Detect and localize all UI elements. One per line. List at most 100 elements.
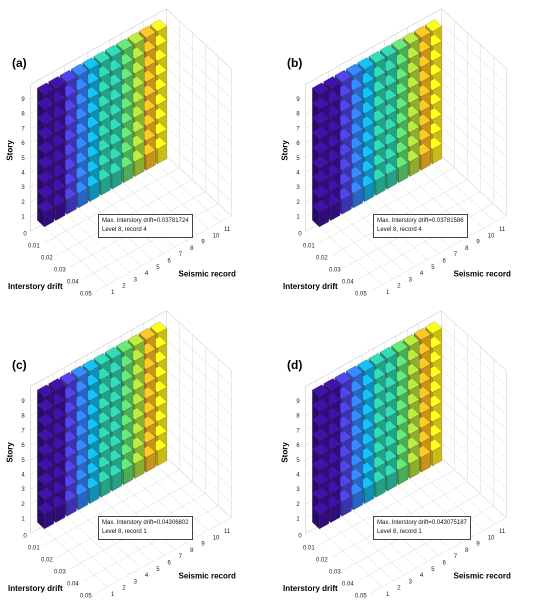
y-tick-label: 0 <box>23 533 27 539</box>
panel-label-c: (c) <box>12 358 27 372</box>
annotation-line-2: Level 8, record 4 <box>102 227 147 233</box>
panel-label-a: (a) <box>12 56 27 70</box>
x-tick-label: 6 <box>168 259 172 265</box>
annotation-box-a: Max. Interstory drift=0.03781724 Level 8… <box>98 214 193 238</box>
z-tick-label: 1 <box>296 517 300 523</box>
bar <box>37 502 55 530</box>
bars <box>37 19 168 228</box>
x-tick-label: 6 <box>168 561 172 567</box>
z-tick-label: 7 <box>296 126 300 132</box>
x-tick-label: 1 <box>386 290 390 296</box>
y-tick-label: 0.04 <box>342 279 354 285</box>
y-tick-label: 0.04 <box>67 581 79 587</box>
x-tick-label: 7 <box>454 554 458 560</box>
y-tick-label: 0.03 <box>329 569 341 575</box>
z-tick-label: 2 <box>21 502 25 508</box>
y-tick-label: 0.02 <box>41 255 53 261</box>
x-axis-title: Seismic record <box>454 572 511 581</box>
bars <box>312 19 443 228</box>
y-tick-label: 0.04 <box>67 279 79 285</box>
x-tick-label: 11 <box>224 529 231 535</box>
z-tick-label: 6 <box>296 443 300 449</box>
x-axis-title: Seismic record <box>179 572 236 581</box>
x-tick-label: 5 <box>431 265 435 271</box>
x-tick-label: 6 <box>443 561 447 567</box>
ticks: 1 2 3 4 5 6 7 8 9 00.010.020.030.040.05 1 2 3 4 5 6 7 8 9 1… <box>21 97 231 297</box>
x-tick-label: 8 <box>190 246 194 252</box>
x-axis-title: Seismic record <box>454 270 511 279</box>
annotation-box-b: Max. Interstory drift=0.03781586 Level 8… <box>373 214 468 238</box>
x-tick-label: 4 <box>420 271 424 277</box>
z-tick-label: 9 <box>296 97 300 103</box>
x-tick-label: 7 <box>179 554 183 560</box>
ticks: 1 2 3 4 5 6 7 8 9 00.010.020.030.040.05 1 2 3 4 5 6 7 8 9 1… <box>296 399 506 599</box>
x-tick-label: 10 <box>213 535 220 541</box>
x-tick-label: 8 <box>465 548 469 554</box>
y-axis-title: Interstory drift <box>8 584 63 593</box>
x-tick-label: 10 <box>488 233 495 239</box>
x-tick-label: 2 <box>397 586 401 592</box>
x-tick-label: 5 <box>156 265 160 271</box>
bars <box>312 321 443 530</box>
z-tick-label: 5 <box>296 156 300 162</box>
x-tick-label: 9 <box>201 542 205 548</box>
panel-label-b: (b) <box>287 56 303 70</box>
panel-b: 1 2 3 4 5 6 7 8 9 0 0.01 0.02 0.03 0.04 0.05 1 2 3 4 5 6 7 8 9 1… <box>275 0 550 302</box>
z-tick-label: 5 <box>296 458 300 464</box>
bar <box>312 502 330 530</box>
z-tick-label: 9 <box>21 97 25 103</box>
z-tick-label: 7 <box>296 428 300 434</box>
x-tick-label: 11 <box>499 227 506 233</box>
z-axis-title: Story <box>281 442 290 463</box>
annotation-line-2: Level 8, record 4 <box>377 227 422 233</box>
annotation-line-2: Level 8, record 1 <box>102 529 147 535</box>
annotation-line-1: Max. Interstory drift=0.03781586 <box>377 218 464 224</box>
z-tick-label: 3 <box>21 487 25 493</box>
x-tick-label: 9 <box>476 240 480 246</box>
x-tick-label: 3 <box>134 277 138 283</box>
y-tick-label: 0.04 <box>342 581 354 587</box>
y-axis-title: Interstory drift <box>283 282 338 291</box>
x-tick-label: 9 <box>201 240 205 246</box>
y-tick-label: 0.05 <box>80 593 92 599</box>
y-axis-title: Interstory drift <box>283 584 338 593</box>
x-tick-label: 5 <box>431 567 435 573</box>
y-tick-label: 0.01 <box>303 243 315 249</box>
chart-b: 1 2 3 4 5 6 7 8 9 00.010.020.030.040.05 1 2 3 4 5 6 7 8 9 1… <box>281 8 511 297</box>
x-tick-label: 3 <box>134 579 138 585</box>
z-tick-label: 8 <box>21 112 25 118</box>
z-tick-label: 5 <box>21 458 25 464</box>
x-tick-label: 2 <box>397 284 401 290</box>
x-tick-label: 5 <box>156 567 160 573</box>
x-tick-label: 11 <box>499 529 506 535</box>
z-tick-label: 5 <box>21 156 25 162</box>
z-tick-label: 2 <box>296 200 300 206</box>
z-tick-label: 3 <box>296 487 300 493</box>
y-tick-label: 0.05 <box>355 291 367 297</box>
y-tick-label: 0 <box>298 533 302 539</box>
z-tick-label: 3 <box>21 185 25 191</box>
y-tick-label: 0.05 <box>355 593 367 599</box>
panel-c: 1 2 3 4 5 6 7 8 9 0 0.01 0.02 0.03 0.04 0.05 1 2 3 4 5 6 7 8 9 1… <box>0 302 275 604</box>
x-tick-label: 3 <box>409 579 413 585</box>
y-tick-label: 0.02 <box>316 557 328 563</box>
annotation-box-d: Max. Interstory drift=0.043075187 Level … <box>373 516 471 540</box>
x-tick-label: 8 <box>190 548 194 554</box>
z-tick-label: 7 <box>21 428 25 434</box>
bar <box>312 200 330 228</box>
x-tick-label: 2 <box>122 284 126 290</box>
y-tick-label: 0.01 <box>28 545 40 551</box>
x-tick-label: 6 <box>443 259 447 265</box>
z-tick-label: 4 <box>296 171 300 177</box>
x-tick-label: 7 <box>179 252 183 258</box>
z-tick-label: 8 <box>296 414 300 420</box>
x-tick-label: 8 <box>465 246 469 252</box>
x-tick-label: 10 <box>488 535 495 541</box>
z-axis-title: Story <box>6 442 15 463</box>
y-tick-label: 0.01 <box>28 243 40 249</box>
x-tick-label: 2 <box>122 586 126 592</box>
y-tick-label: 0.05 <box>80 291 92 297</box>
chart-d: 1 2 3 4 5 6 7 8 9 00.010.020.030.040.05 1 2 3 4 5 6 7 8 9 1… <box>281 310 511 599</box>
panel-label-d: (d) <box>287 358 303 372</box>
panel-a: 1 2 3 4 5 6 7 8 9 0 0.01 0.02 0.03 0.04 0.05 1 2 3 4 5 6 7 8 9 1… <box>0 0 275 302</box>
